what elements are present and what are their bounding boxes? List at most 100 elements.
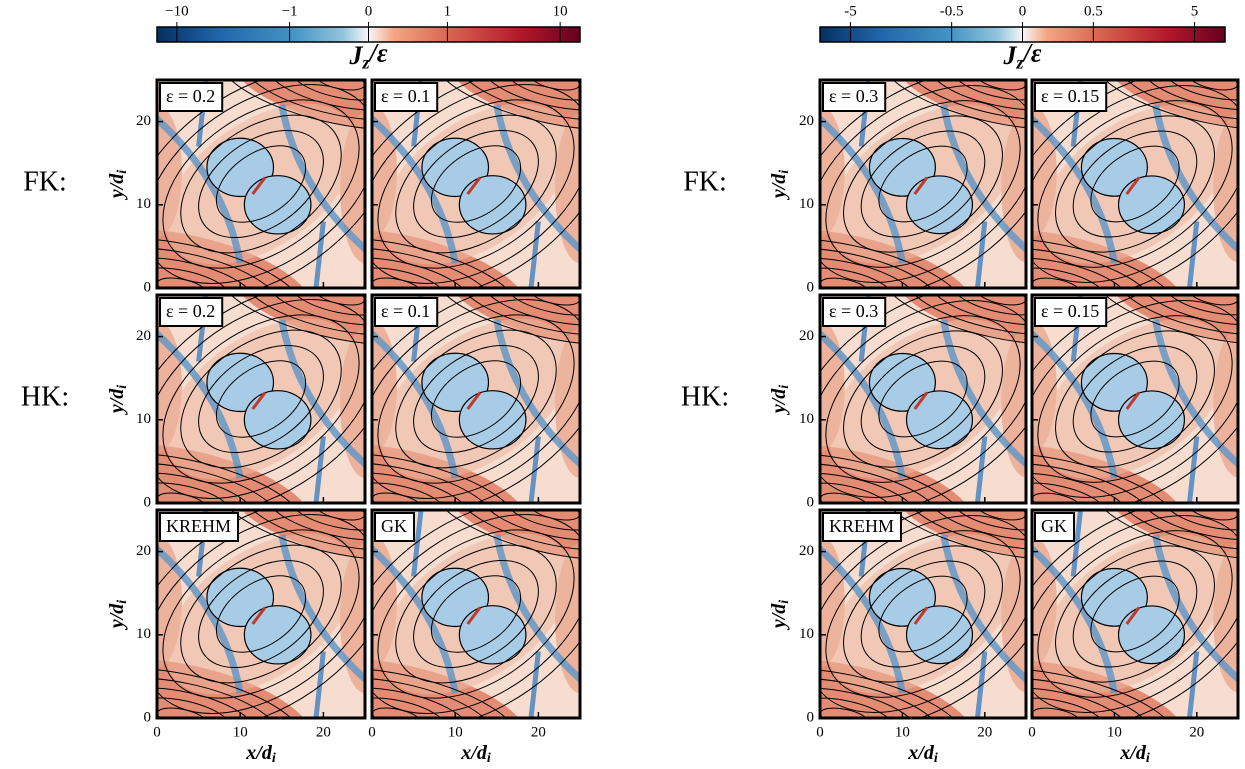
field-contour xyxy=(1032,237,1179,288)
colorbar-tick-label: -5 xyxy=(844,3,857,19)
field-band xyxy=(528,651,541,718)
panel-label: KREHM xyxy=(166,516,231,536)
field-contour xyxy=(1055,545,1215,683)
field-contour xyxy=(241,295,365,336)
y-tick-label: 0 xyxy=(144,709,152,725)
field-current-sheet xyxy=(1125,606,1141,625)
field-contour xyxy=(372,677,496,718)
y-tick-label: 20 xyxy=(799,543,814,559)
field-contour xyxy=(860,560,986,668)
field-band xyxy=(278,534,365,684)
x-tick-label: 10 xyxy=(448,724,463,740)
field-contour xyxy=(1072,130,1198,238)
field-island xyxy=(1117,390,1186,450)
subplot: 0 10 20 0 10 20 x/di KREHM xyxy=(136,508,367,766)
panel-label-box xyxy=(822,297,887,327)
field-contour xyxy=(903,510,1026,551)
field-blob xyxy=(372,659,527,718)
field-island xyxy=(1117,175,1186,235)
field-contour xyxy=(1115,295,1238,336)
y-tick-label: 20 xyxy=(136,543,151,559)
field-contour xyxy=(1032,510,1238,718)
field-contour xyxy=(456,295,580,336)
field-contour xyxy=(157,299,365,499)
field-contour xyxy=(1115,80,1238,121)
field-contour xyxy=(372,84,580,284)
field-band xyxy=(1186,436,1200,503)
panel-label-box xyxy=(374,82,439,112)
y-tick-label: 20 xyxy=(799,113,814,129)
field-contour xyxy=(198,344,324,454)
panel-label: ε = 0.3 xyxy=(829,86,878,106)
field-contour xyxy=(372,510,580,718)
x-tick-label: 20 xyxy=(977,724,992,740)
field-band xyxy=(1152,104,1238,254)
panel-label: GK xyxy=(1041,516,1067,536)
field-contour xyxy=(820,267,894,288)
field-contour xyxy=(157,472,256,503)
field-contour xyxy=(395,544,557,684)
panel-label-box xyxy=(1034,512,1075,542)
subplot-frame xyxy=(155,508,367,720)
field-contour xyxy=(820,515,1026,713)
x-tick-label: 0 xyxy=(153,724,161,740)
field-contour xyxy=(372,267,447,288)
y-tick-label: 10 xyxy=(799,196,814,212)
y-axis-label: y/di xyxy=(106,170,131,200)
colorbar-label: Jz/ε xyxy=(349,38,388,72)
field-band xyxy=(1152,319,1238,469)
colorbar-tick-label: −1 xyxy=(282,3,298,19)
field-contour xyxy=(432,295,580,346)
field-island xyxy=(243,605,312,665)
x-tick-label: 0 xyxy=(1028,724,1036,740)
field-contour xyxy=(372,462,496,503)
field-contour xyxy=(1032,472,1130,503)
field-contour xyxy=(372,482,447,503)
field-contour xyxy=(1032,257,1130,288)
field-contour xyxy=(879,80,1026,131)
field-blob xyxy=(1032,659,1186,718)
field-contour xyxy=(820,85,1026,283)
panel-label: ε = 0.1 xyxy=(381,301,430,321)
field-contour xyxy=(1037,100,1233,268)
field-current-sheet xyxy=(251,391,267,410)
field-contour xyxy=(1032,515,1238,713)
field-contour xyxy=(1032,462,1155,503)
subplot-frame xyxy=(818,78,1028,290)
field-contour xyxy=(241,80,365,121)
field-contour xyxy=(1032,452,1179,503)
panel-label: ε = 0.1 xyxy=(381,86,430,106)
field-current-sheet xyxy=(251,176,267,195)
row-label: FK: xyxy=(23,166,67,197)
subplot-frame xyxy=(370,293,582,505)
field xyxy=(157,80,365,288)
field-contour xyxy=(928,510,1026,541)
x-tick-label: 20 xyxy=(1189,724,1204,740)
field-band xyxy=(411,510,424,577)
field-blob xyxy=(234,510,365,560)
field-blob xyxy=(372,444,527,503)
subplot-frame xyxy=(818,508,1028,720)
field-band xyxy=(278,319,365,469)
row-label: HK: xyxy=(681,381,729,412)
field-contour xyxy=(1032,300,1238,498)
field-contour xyxy=(878,575,968,653)
field-contour xyxy=(266,80,365,111)
field-blob xyxy=(157,444,312,503)
y-tick-label: 0 xyxy=(144,279,152,295)
field-contour xyxy=(430,575,522,653)
field-band xyxy=(528,436,541,503)
panel-label: ε = 0.15 xyxy=(1041,86,1099,106)
field-contour xyxy=(860,345,986,453)
field-current-sheet xyxy=(913,176,929,195)
field-contour xyxy=(377,314,575,484)
y-axis-label: y/di xyxy=(106,385,131,415)
field-contour xyxy=(820,462,943,503)
field-contour xyxy=(372,452,520,503)
field-island xyxy=(905,390,974,450)
field-current-sheet xyxy=(913,606,929,625)
field-island xyxy=(905,605,974,665)
panel-label-box xyxy=(822,512,903,542)
field-blob xyxy=(820,444,974,503)
field-island xyxy=(458,390,527,450)
